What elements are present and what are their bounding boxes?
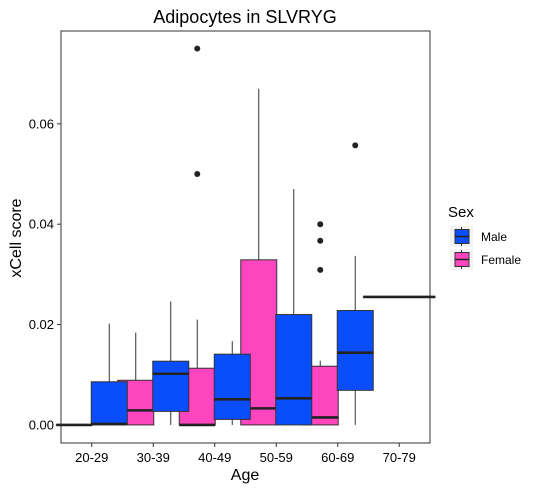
y-tick-label: 0.02 — [29, 317, 54, 332]
y-axis-title: xCell score — [8, 198, 25, 277]
legend-title: Sex — [448, 204, 474, 221]
outlier-point — [194, 45, 201, 52]
chart-title: Adipocytes in SLVRYG — [153, 7, 336, 27]
outlier-point — [352, 142, 359, 149]
box-male-60-69 — [336, 142, 374, 425]
box-male-30-39 — [152, 301, 190, 425]
legend-label-female: Female — [481, 253, 521, 267]
x-axis-title: Age — [231, 467, 260, 484]
x-axis: 20-29 30-39 40-49 50-59 60-69 70-79 — [75, 443, 416, 465]
outlier-point — [317, 221, 324, 228]
outlier-point — [317, 266, 324, 273]
box-series-group — [55, 45, 436, 427]
box-body — [152, 360, 190, 412]
legend: Sex Male Female — [448, 204, 521, 270]
x-tick-label: 20-29 — [75, 450, 108, 465]
x-tick-label: 60-69 — [321, 450, 354, 465]
outlier-point — [317, 237, 324, 244]
x-tick-label: 30-39 — [137, 450, 170, 465]
y-tick-label: 0.04 — [29, 217, 54, 232]
box-body — [336, 310, 374, 391]
box-male-50-59 — [275, 189, 313, 426]
box-body — [213, 353, 251, 420]
x-tick-label: 70-79 — [383, 450, 416, 465]
legend-label-male: Male — [481, 230, 507, 244]
x-tick-label: 40-49 — [198, 450, 231, 465]
box-male-40-49 — [213, 341, 251, 425]
x-tick-label: 50-59 — [260, 450, 293, 465]
box-body — [90, 381, 128, 426]
y-tick-label: 0.00 — [29, 417, 54, 432]
y-axis: 0.00 0.02 0.04 0.06 — [29, 116, 61, 432]
box-male-20-29 — [90, 323, 128, 426]
y-tick-label: 0.06 — [29, 116, 54, 131]
box-body — [275, 314, 313, 426]
outlier-point — [194, 171, 201, 178]
